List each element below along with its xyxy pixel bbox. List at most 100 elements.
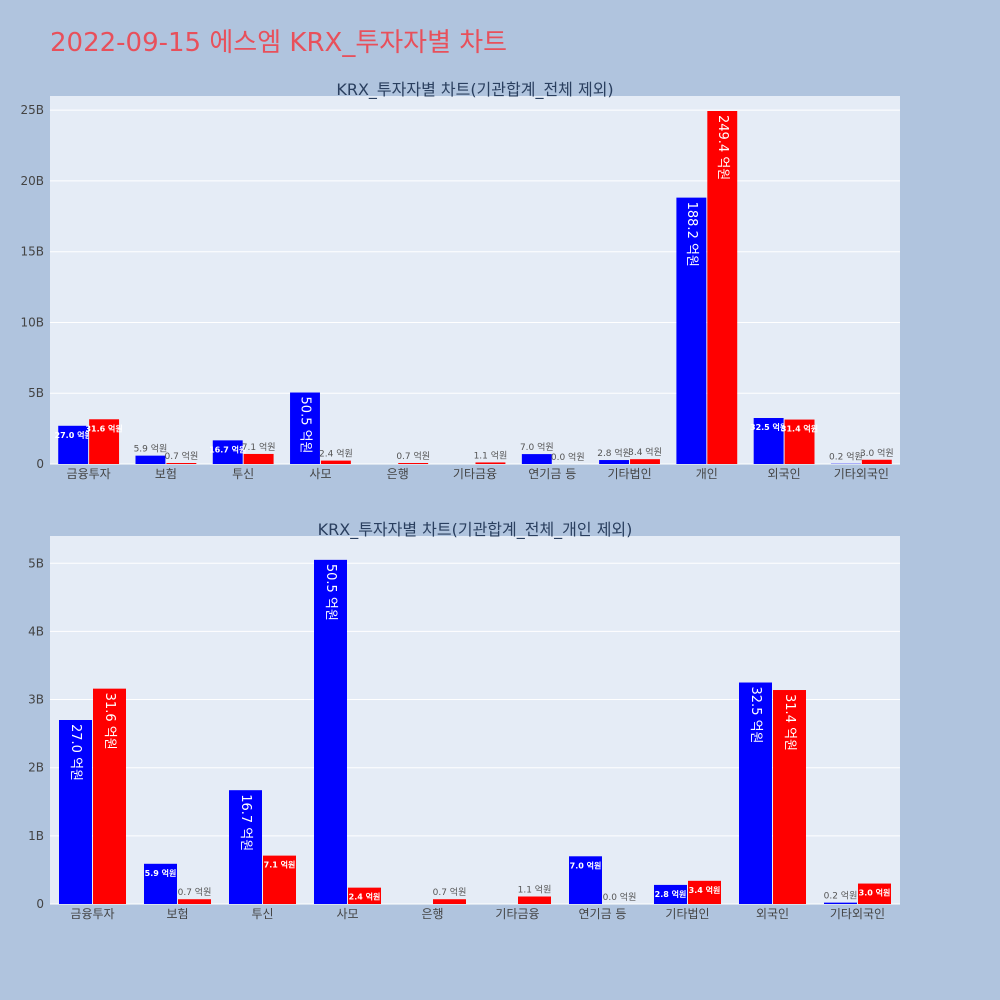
x-tick-label-0-4: 은행 [387,466,409,481]
y-tick-label-0-4: 20B [20,174,44,188]
bar-0-0-9 [753,418,784,464]
data-label-0-1-10: 3.0 억원 [860,447,894,459]
x-tick-label-0-0: 금융투자 [67,467,111,481]
bar-0-0-8 [676,197,707,464]
data-label-0-0-10: 0.2 억원 [829,451,863,463]
data-label-1-1-2: 7.1 억원 [264,860,296,870]
x-tick-label-0-7: 기타법인 [607,467,651,481]
data-label-0-1-2: 7.1 억원 [242,441,276,453]
bar-0-1-4 [398,463,429,464]
bar-1-0-9 [824,902,857,904]
data-label-0-1-0: 31.6 억원 [85,423,122,433]
bar-1-0-7 [654,884,687,904]
bar-0-1-1 [166,463,197,464]
bar-0-0-2 [212,440,243,464]
data-label-0-1-7: 3.4 억원 [628,446,662,458]
bar-0-1-8 [707,111,738,464]
chart-title-0: KRX_투자자별 차트(기관합계_전체 제외) [336,80,613,100]
bar-1-0-8 [739,682,772,904]
x-tick-label-1-9: 기타외국인 [830,907,885,921]
bar-0-1-3 [320,460,351,464]
x-tick-label-1-6: 연기금 등 [579,907,627,921]
y-tick-label-1-4: 4B [28,624,44,638]
bar-1-1-4 [433,899,466,904]
data-label-0-1-4: 0.7 억원 [396,450,430,462]
data-label-0-0-9: 32.5 억원 [750,422,787,432]
y-tick-label-0-3: 15B [20,245,44,259]
data-label-0-1-3: 2.4 억원 [319,448,353,460]
x-tick-label-1-3: 사모 [336,907,358,921]
data-label-1-1-7: 3.4 억원 [689,885,721,895]
y-tick-label-1-5: 5B [28,556,44,570]
plot-area-1 [50,536,900,904]
x-tick-label-1-0: 금융투자 [70,907,114,921]
data-label-1-1-0: 31.6 억원 [102,693,117,750]
data-label-1-0-7: 2.8 억원 [655,889,687,899]
data-label-0-0-0: 27.0 억원 [55,430,92,440]
data-label-0-0-2: 16.7 억원 [209,444,246,454]
bar-1-1-8 [773,690,806,904]
x-tick-label-0-8: 개인 [696,467,718,481]
data-label-0-1-8: 249.4 억원 [715,115,730,180]
bar-0-1-0 [89,419,120,464]
data-label-0-0-8: 188.2 억원 [684,202,699,267]
data-label-0-1-9: 31.4 억원 [781,424,818,434]
y-tick-label-0-1: 5B [28,386,44,400]
x-tick-label-1-4: 은행 [421,906,443,921]
x-tick-label-1-5: 기타금융 [495,907,539,921]
data-label-0-0-6: 7.0 억원 [520,441,554,453]
bar-0-0-0 [58,425,89,464]
bar-0-0-6 [521,454,552,464]
bar-1-1-3 [348,887,381,904]
bar-0-0-1 [135,455,166,464]
x-tick-label-0-2: 투신 [232,467,254,481]
x-tick-label-0-3: 사모 [309,467,331,481]
y-tick-label-1-3: 3B [28,693,44,707]
y-tick-label-1-1: 1B [28,829,44,843]
data-label-1-1-6: 0.0 억원 [603,891,637,903]
data-label-1-1-1: 0.7 억원 [178,886,212,898]
data-label-0-1-5: 1.1 억원 [474,449,508,461]
data-label-1-0-1: 5.9 억원 [145,868,177,878]
x-tick-label-0-10: 기타외국인 [834,467,889,481]
x-tick-label-0-5: 기타금융 [453,467,497,481]
data-label-1-1-8: 31.4 억원 [782,694,797,751]
bar-0-1-9 [784,419,815,464]
page-title: 2022-09-15 에스엠 KRX_투자자별 차트 [50,28,508,58]
data-label-1-1-4: 0.7 억원 [433,886,467,898]
data-label-1-1-3: 2.4 억원 [349,892,381,902]
data-label-0-0-7: 2.8 억원 [597,447,631,459]
y-tick-label-1-2: 2B [28,761,44,775]
x-tick-label-1-7: 기타법인 [665,907,709,921]
bar-1-1-9 [858,883,891,904]
bar-0-1-2 [243,453,274,464]
data-label-1-1-9: 3.0 억원 [859,888,891,898]
x-tick-label-1-8: 외국인 [756,907,789,921]
data-label-0-0-1: 5.9 억원 [134,443,168,455]
bar-0-1-7 [630,459,660,464]
bar-1-0-3 [314,559,347,904]
bar-1-1-0 [93,688,126,904]
y-tick-label-0-2: 10B [20,315,44,329]
data-label-1-0-3: 50.5 억원 [323,564,338,621]
bar-0-1-10 [861,459,892,464]
bar-1-1-1 [178,899,211,904]
x-tick-label-0-9: 외국인 [768,467,801,481]
bar-1-0-2 [229,790,262,904]
bar-1-1-7 [688,880,721,904]
y-tick-label-0-0: 0 [36,457,44,471]
bar-0-1-5 [475,462,506,464]
plot-area-0 [50,96,900,464]
bar-1-0-6 [569,856,602,904]
bar-0-0-3 [290,392,320,464]
data-label-0-0-3: 50.5 억원 [298,397,313,454]
bar-0-0-7 [599,460,630,464]
bar-1-0-0 [59,720,92,904]
data-label-1-1-5: 1.1 억원 [518,884,552,896]
x-tick-label-1-2: 투신 [251,907,273,921]
bar-1-1-2 [263,855,296,904]
data-label-1-0-8: 32.5 억원 [748,687,763,744]
x-tick-label-0-6: 연기금 등 [528,467,576,481]
bar-1-1-5 [518,896,551,904]
